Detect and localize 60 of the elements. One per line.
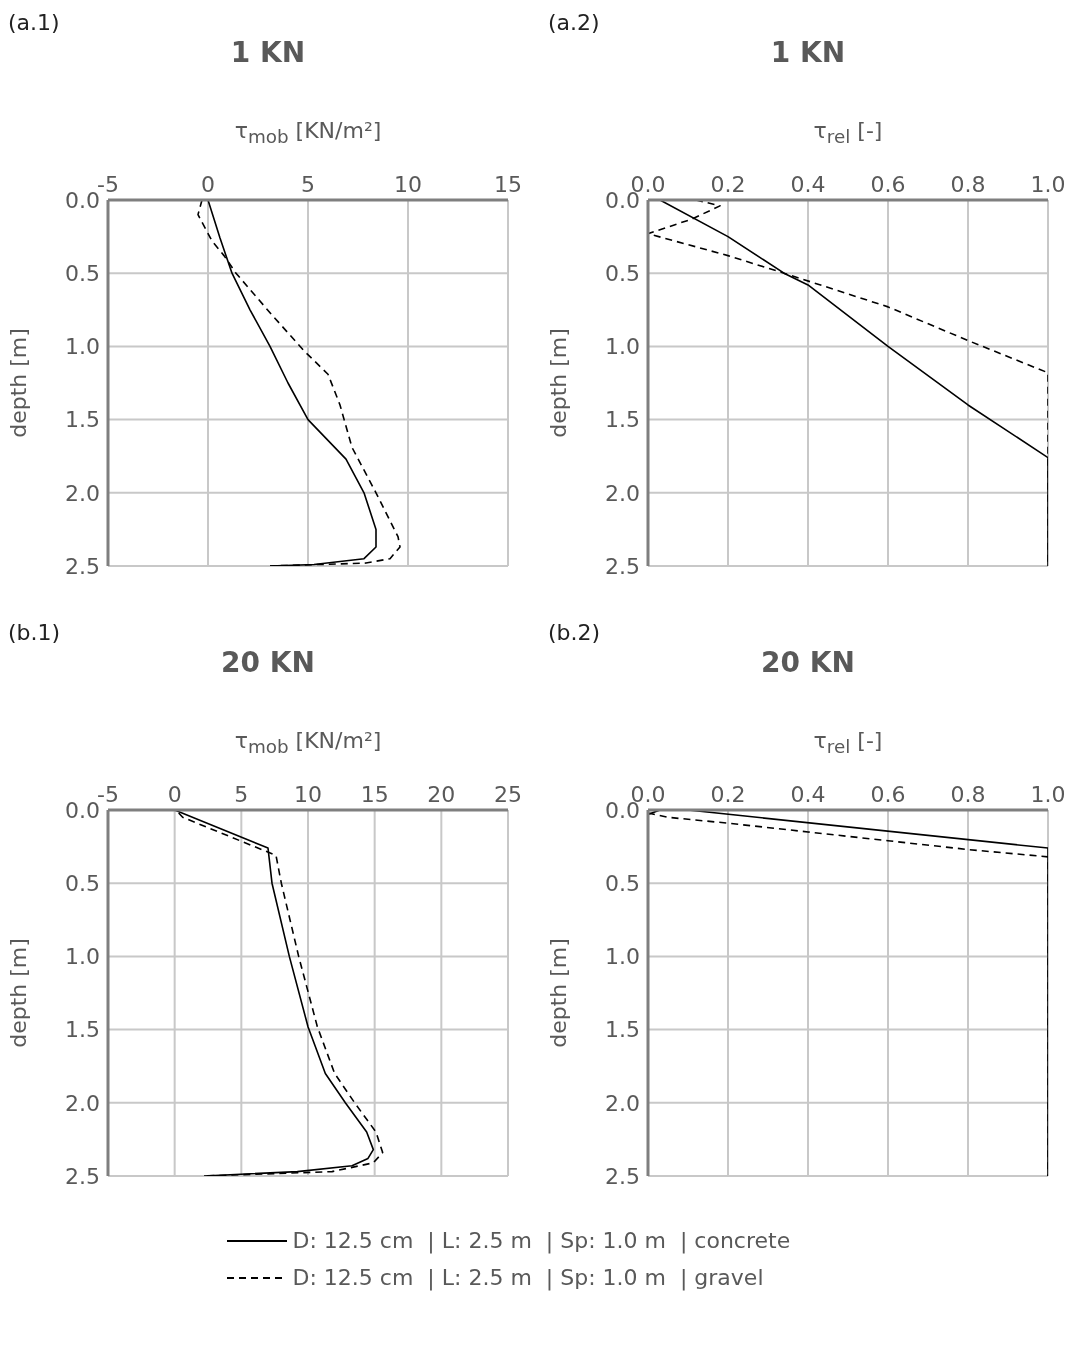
x-axis-title: τ$_{rel}$ [-] <box>812 118 884 148</box>
y-tick-label: 1.0 <box>65 944 100 970</box>
x-axis-title: τ$_{rel}$ [-] <box>812 728 884 758</box>
x-tick-label: 0.8 <box>950 782 986 807</box>
x-tick-label: 15 <box>360 782 389 807</box>
x-axis-title: τ$_{mob}$ [KN/m²] <box>233 118 383 148</box>
y-tick-label: 0.5 <box>605 261 640 287</box>
text: (a.1) <box>8 10 60 35</box>
y-tick-label: 1.0 <box>605 334 640 360</box>
y-tick-label: 2.5 <box>605 1163 640 1189</box>
y-tick-label: 1.0 <box>605 944 640 970</box>
x-tick-label: 5 <box>301 172 315 197</box>
legend-label: D: 12.5 cm | L: 2.5 m | Sp: 1.0 m | concrete <box>292 1228 791 1253</box>
y-tick-label: 1.5 <box>65 1017 100 1043</box>
y-tick-label: 2.0 <box>605 480 640 506</box>
legend-label: D: 12.5 cm | L: 2.5 m | Sp: 1.0 m | gravel <box>292 1265 764 1290</box>
y-tick-label: 1.5 <box>605 1017 640 1043</box>
text: (b.2) <box>548 620 601 645</box>
y-tick-label: 2.0 <box>65 480 100 506</box>
y-tick-label: 0.5 <box>65 871 100 897</box>
y-tick-label: 2.5 <box>65 1163 100 1189</box>
x-tick-label: 1.0 <box>1030 172 1066 197</box>
x-tick-label: 0.4 <box>790 782 826 807</box>
y-axis-title: depth [m] <box>5 938 31 1048</box>
y-tick-label: 0.5 <box>65 261 100 287</box>
x-tick-label: 0.4 <box>790 172 826 197</box>
y-axis-title: depth [m] <box>545 938 571 1048</box>
x-tick-label: 10 <box>394 172 422 197</box>
chart-title: 1 KN <box>229 36 307 69</box>
x-tick-label: 0.2 <box>710 172 746 197</box>
y-tick-label: 1.5 <box>65 407 100 433</box>
x-tick-label: 10 <box>294 782 322 807</box>
y-tick-label: 2.5 <box>605 553 640 579</box>
y-tick-label: 1.0 <box>65 334 100 360</box>
x-tick-label: 1.0 <box>1030 782 1066 807</box>
x-tick-label: 0.6 <box>870 782 906 807</box>
x-tick-label: 20 <box>427 782 456 807</box>
x-tick-label: 0.6 <box>870 172 906 197</box>
y-tick-label: 1.5 <box>605 407 640 433</box>
x-tick-label: -5 <box>97 782 119 807</box>
text: (b.1) <box>8 620 61 645</box>
chart-title: 20 KN <box>220 646 316 679</box>
y-tick-label: 2.5 <box>65 553 100 579</box>
x-tick-label: 25 <box>494 782 522 807</box>
x-tick-label: 0 <box>201 172 215 197</box>
y-axis-title: depth [m] <box>5 328 31 438</box>
x-axis-title: τ$_{mob}$ [KN/m²] <box>233 728 383 758</box>
x-tick-label: -5 <box>97 172 119 197</box>
x-tick-label: 15 <box>494 172 522 197</box>
x-tick-label: 0.2 <box>710 782 746 807</box>
y-tick-label: 2.0 <box>65 1090 100 1116</box>
text: (a.2) <box>548 10 600 35</box>
y-axis-title: depth [m] <box>545 328 571 438</box>
x-tick-label: 5 <box>234 782 249 807</box>
chart-title: 1 KN <box>769 36 847 69</box>
y-tick-label: 0.5 <box>605 871 640 897</box>
x-tick-label: 0 <box>167 782 182 807</box>
x-tick-label: 0.8 <box>950 172 986 197</box>
y-tick-label: 2.0 <box>605 1090 640 1116</box>
chart-title: 20 KN <box>760 646 856 679</box>
